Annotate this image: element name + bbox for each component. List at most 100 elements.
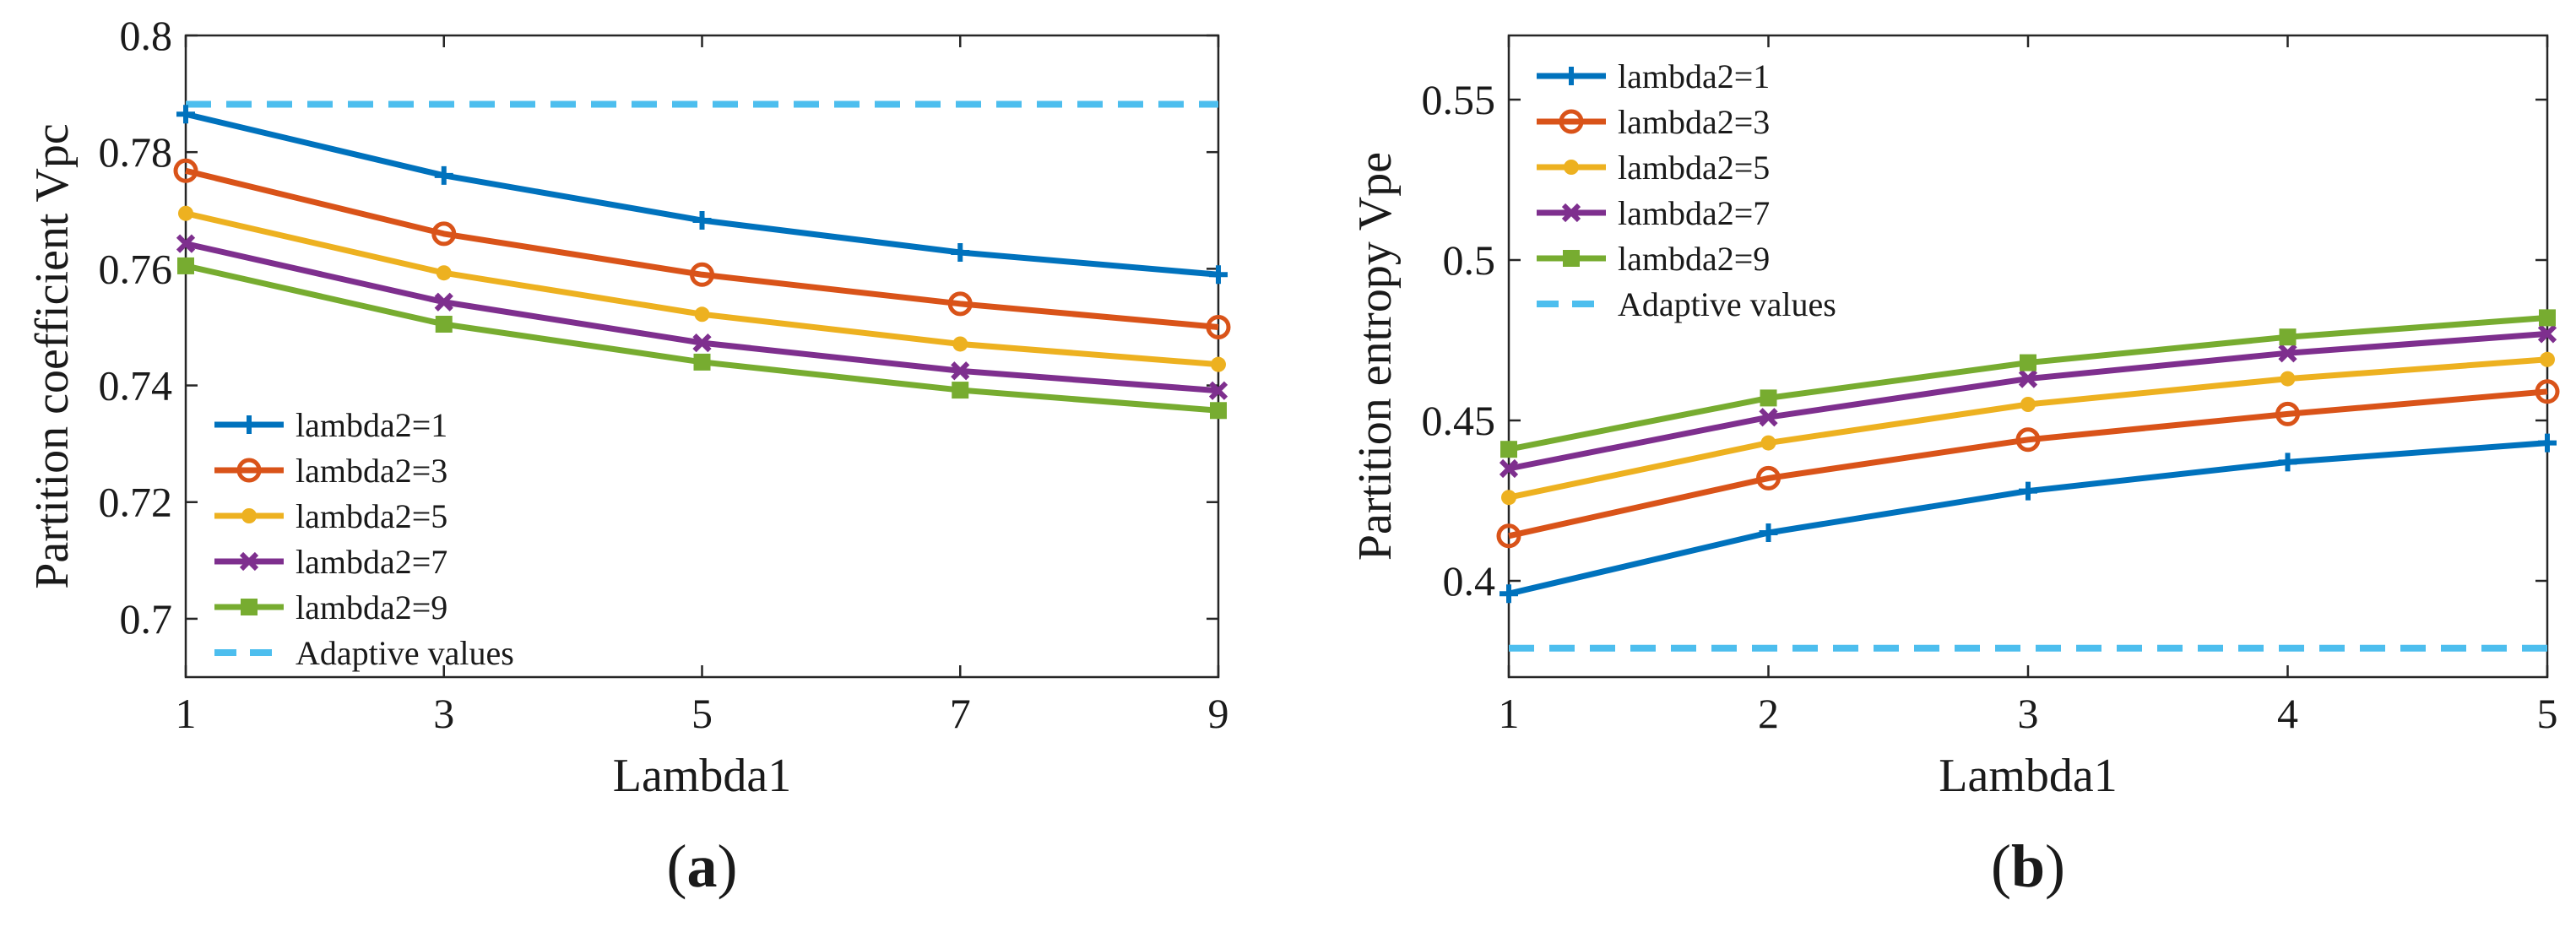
data-point	[2280, 371, 2296, 387]
data-point	[690, 262, 714, 287]
series-lambda2-3	[1496, 379, 2560, 549]
data-point	[692, 333, 712, 353]
legend-item-lambda2-9: lambda2=9	[214, 588, 447, 626]
legend-item-lambda2-3: lambda2=3	[214, 452, 447, 490]
legend-item-lambda2-5: lambda2=5	[1537, 149, 1770, 187]
data-point	[176, 105, 195, 124]
data-point	[2538, 433, 2557, 453]
chart-panel-b: 1 2 3 4 5 0.4 0.45 0.5 0.55 Lambda1 Partition entr…	[1349, 34, 2560, 900]
data-point	[2535, 379, 2560, 404]
legend-label: Adaptive values	[1618, 285, 1836, 323]
x-tick-label: 2	[1758, 690, 1779, 737]
x-tick-label: 1	[176, 690, 197, 737]
data-point	[2537, 324, 2557, 344]
legend-item-lambda2-3: lambda2=3	[1537, 103, 1770, 141]
series-line	[185, 167, 1219, 330]
legend-item-adaptive-values: Adaptive values	[214, 634, 514, 672]
data-point	[1206, 314, 1231, 339]
y-tick-label: 0.76	[99, 245, 173, 292]
x-axis-label: Lambda1	[1939, 750, 2117, 802]
data-point	[1760, 389, 1777, 407]
legend-label: Adaptive values	[296, 634, 514, 672]
data-point	[2275, 401, 2300, 426]
x-tick-label: 4	[2277, 690, 2298, 737]
y-tick-label: 0.78	[99, 128, 173, 176]
legend-marker	[236, 458, 262, 483]
y-tick-label: 0.74	[99, 362, 173, 409]
legend-label: lambda2=7	[296, 543, 447, 581]
y-tick-label: 0.4	[1443, 557, 1496, 604]
data-point	[1501, 490, 1516, 506]
data-point	[1500, 584, 1518, 604]
legend-item-lambda2-7: lambda2=7	[1537, 194, 1770, 232]
legend-marker	[1559, 109, 1584, 134]
data-point	[176, 234, 196, 253]
legend-marker	[241, 599, 258, 615]
data-point	[434, 165, 453, 185]
legend-label: lambda2=9	[1618, 240, 1770, 278]
data-point	[2015, 427, 2041, 453]
data-point	[1760, 435, 1776, 451]
legend-label: lambda2=5	[1618, 149, 1770, 187]
data-point	[2278, 344, 2297, 363]
legend-marker	[1561, 203, 1581, 223]
data-point	[1759, 523, 1778, 542]
data-point	[1756, 465, 1781, 491]
y-tick-label: 0.55	[1422, 76, 1496, 123]
x-tick-label: 1	[1499, 690, 1520, 737]
legend-item-lambda2-7: lambda2=7	[214, 543, 447, 581]
y-tick-label: 0.7	[120, 595, 173, 642]
data-point	[1499, 458, 1519, 479]
x-axis-label: Lambda1	[613, 750, 791, 802]
legend-label: lambda2=5	[296, 497, 447, 535]
x-tick-label: 3	[433, 690, 454, 737]
data-point	[2020, 354, 2036, 371]
data-point	[2018, 369, 2038, 388]
legend-marker	[1562, 67, 1581, 85]
panel-label: (a)	[667, 832, 738, 900]
panel-label: (b)	[1991, 832, 2065, 900]
data-point	[431, 221, 457, 247]
series-line	[1508, 388, 2548, 539]
data-point	[2278, 453, 2297, 472]
legend: lambda2=1 lambda2=3 lambda2=5 lambda2=7 lamb…	[1528, 52, 1900, 339]
series-lambda2-9	[177, 257, 1227, 420]
x-tick-label: 3	[2018, 690, 2039, 737]
y-tick-label: 0.72	[99, 479, 173, 526]
y-tick-label: 0.8	[120, 12, 173, 59]
data-point	[1211, 356, 1226, 372]
y-tick-label: 0.45	[1422, 397, 1496, 444]
legend-label: lambda2=9	[296, 588, 447, 626]
data-point	[2540, 351, 2555, 367]
legend-item-adaptive-values: Adaptive values	[1537, 285, 1836, 323]
data-point	[2019, 481, 2037, 501]
data-point	[1500, 441, 1517, 458]
legend-item-lambda2-1: lambda2=1	[1537, 57, 1770, 95]
data-point	[1208, 381, 1228, 400]
data-point	[173, 158, 198, 183]
data-point	[1496, 523, 1521, 549]
legend-item-lambda2-1: lambda2=1	[214, 406, 447, 444]
data-point	[1209, 265, 1228, 285]
legend-label: lambda2=1	[1618, 57, 1770, 95]
y-axis-label: Partition coefficient Vpc	[26, 123, 79, 589]
data-point	[178, 205, 193, 221]
legend: lambda2=1 lambda2=3 lambda2=5 lambda2=7 lamb…	[206, 401, 594, 672]
data-point	[2020, 397, 2036, 412]
data-point	[947, 291, 973, 317]
legend-label: lambda2=3	[296, 452, 447, 490]
x-tick-label: 9	[1208, 690, 1229, 737]
data-point	[177, 257, 194, 274]
data-point	[1759, 408, 1778, 427]
series-lambda2-3	[173, 158, 1231, 339]
legend-marker	[240, 415, 258, 434]
series-lambda2-7	[1499, 324, 2557, 479]
data-point	[2539, 309, 2556, 327]
series-lambda2-7	[176, 234, 1228, 400]
legend-marker	[1563, 250, 1580, 267]
data-point	[693, 353, 711, 371]
y-axis-label: Partition entropy Vpe	[1349, 152, 1402, 561]
data-point	[952, 382, 969, 399]
series-lambda2-9	[1500, 309, 2556, 458]
